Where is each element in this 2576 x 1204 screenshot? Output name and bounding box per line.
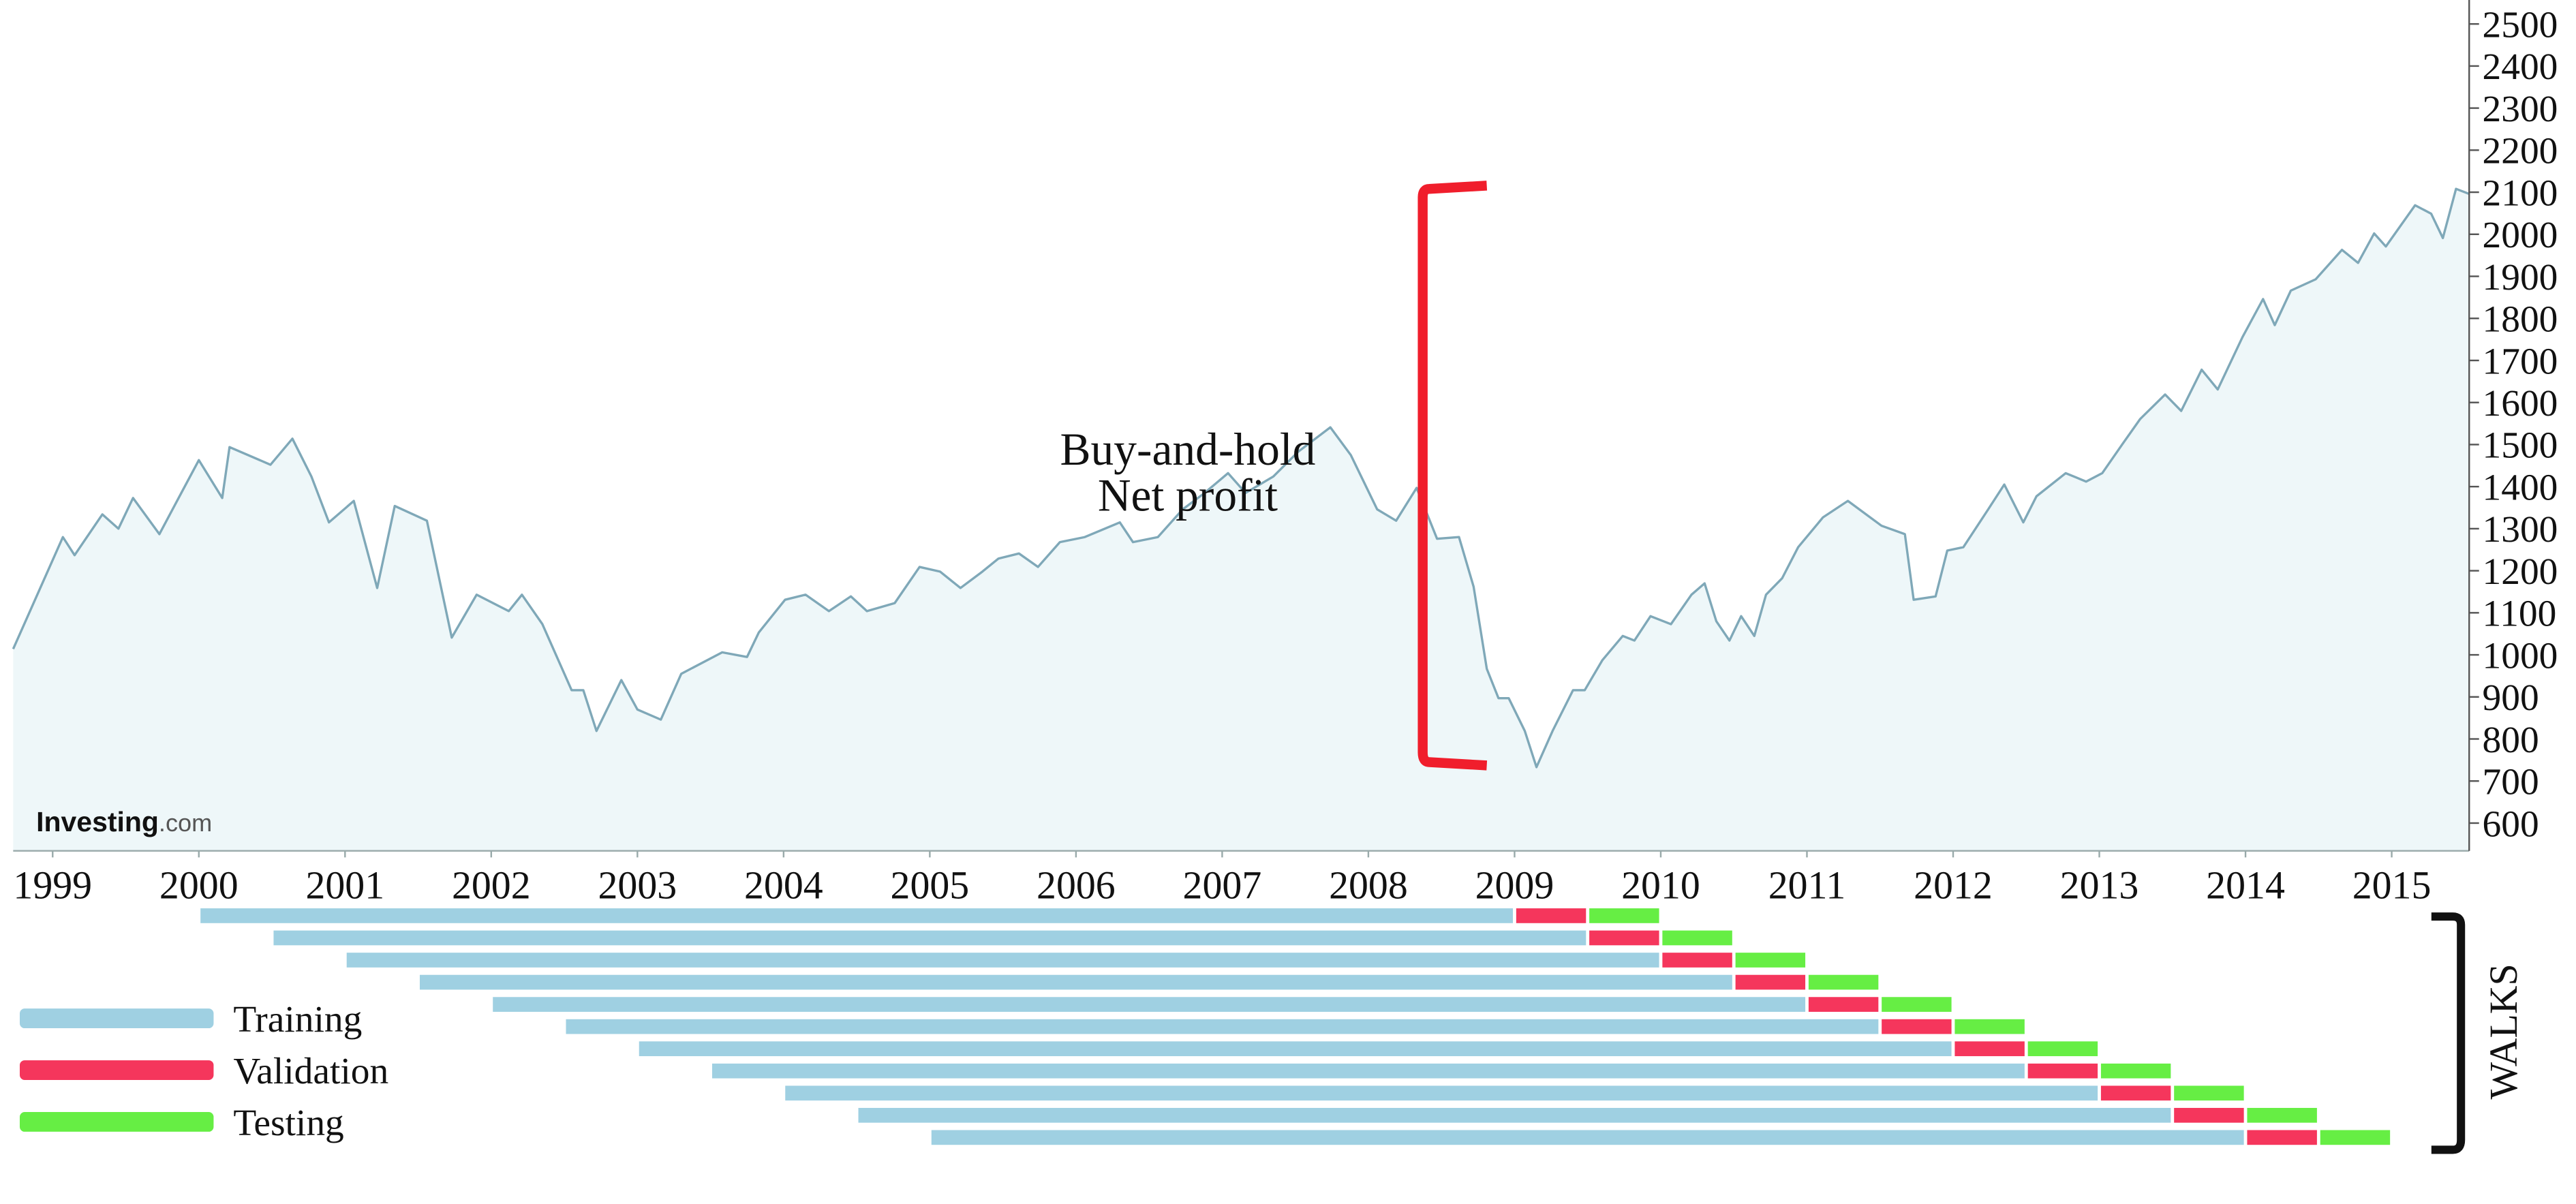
y-tick-label: 900 [2483, 677, 2539, 718]
walk-segment [200, 908, 1514, 923]
y-tick-label: 1300 [2483, 508, 2558, 550]
walk-segment [566, 1019, 1879, 1034]
walk-segment [1808, 997, 1879, 1012]
y-tick-label: 1100 [2483, 593, 2557, 634]
y-tick-label: 700 [2483, 761, 2539, 803]
x-tick-label: 2001 [305, 863, 384, 908]
annotation-line: Net profit [1098, 470, 1278, 521]
y-tick-label: 2000 [2483, 214, 2558, 256]
y-tick-label: 2400 [2483, 46, 2558, 87]
x-tick-label: 2004 [744, 863, 823, 908]
walk-segment [1882, 1019, 1952, 1034]
plot-area [12, 187, 2470, 851]
x-tick-label: 2002 [452, 863, 531, 908]
price-line [12, 187, 2470, 769]
walk-segment [858, 1107, 2171, 1123]
walks-bracket [2431, 912, 2466, 1154]
walk-segment [931, 1130, 2244, 1145]
x-tick-label: 1999 [13, 863, 92, 908]
x-tick-label: 2010 [1621, 863, 1700, 908]
y-tick-label: 1800 [2483, 298, 2558, 340]
legend-label: Validation [233, 1050, 388, 1092]
walk-segment [1808, 974, 1879, 990]
x-tick-label: 2014 [2206, 863, 2285, 908]
walk-segment [639, 1041, 1952, 1057]
walk-segment [1954, 1041, 2025, 1057]
walk-segment [1516, 908, 1586, 923]
walk-segment [1589, 908, 1659, 923]
x-tick-label: 2015 [2352, 863, 2432, 908]
legend-swatch [19, 1112, 214, 1132]
y-tick-label: 2300 [2483, 88, 2558, 129]
x-tick-label: 2007 [1183, 863, 1262, 908]
walk-segment [493, 997, 1806, 1012]
area-fill [13, 189, 2470, 851]
walk-segment [1735, 974, 1806, 990]
watermark: Investing.com [36, 806, 212, 837]
x-tick-label: 2011 [1768, 863, 1846, 908]
legend-swatch [19, 1008, 214, 1029]
legend-label: Testing [233, 1102, 343, 1143]
walk-segment [1589, 930, 1659, 946]
walk-segment [2174, 1107, 2244, 1123]
y-tick-label: 1000 [2483, 634, 2558, 676]
y-tick-label: 1600 [2483, 382, 2558, 424]
walk-segment [2027, 1063, 2098, 1079]
y-tick-label: 800 [2483, 719, 2539, 760]
x-tick-label: 2008 [1329, 863, 1408, 908]
walk-segment [2320, 1130, 2391, 1145]
walk-segment [2100, 1085, 2171, 1101]
y-tick-label: 2100 [2483, 172, 2558, 213]
walk-segment [785, 1085, 2098, 1101]
walk-segment [2100, 1063, 2171, 1079]
walk-segment [712, 1063, 2025, 1079]
walks-label: WALKS [2481, 963, 2526, 1099]
y-tick-label: 1200 [2483, 551, 2558, 592]
walk-segment [1735, 953, 1806, 968]
y-tick-label: 2200 [2483, 130, 2558, 172]
walk-segment [2247, 1130, 2317, 1145]
legend-label: Training [233, 998, 362, 1040]
x-tick-label: 2006 [1037, 863, 1116, 908]
walk-segment [2027, 1041, 2098, 1057]
walk-segment [273, 930, 1586, 946]
x-tick-label: 2012 [1914, 863, 1993, 908]
x-tick-label: 2013 [2060, 863, 2139, 908]
annotation-line: Buy-and-hold [1060, 424, 1316, 475]
walk-segment [1662, 930, 1732, 946]
walk-segment [419, 974, 1732, 990]
y-tick-label: 600 [2483, 803, 2539, 844]
x-tick-label: 2009 [1475, 863, 1554, 908]
walk-segment [1954, 1019, 2025, 1034]
x-tick-label: 2003 [598, 863, 677, 908]
walk-segment [2174, 1085, 2244, 1101]
y-tick-label: 1400 [2483, 466, 2558, 508]
watermark-brand: Investing [36, 806, 159, 837]
walk-segment [1662, 953, 1732, 968]
legend-swatch [19, 1060, 214, 1080]
y-tick-label: 1900 [2483, 256, 2558, 298]
y-tick-label: 1700 [2483, 340, 2558, 382]
x-tick-label: 2000 [159, 863, 239, 908]
y-tick-label: 2500 [2483, 3, 2558, 45]
profit-bracket [1417, 181, 1488, 771]
x-tick-label: 2005 [891, 863, 970, 908]
y-tick-label: 1500 [2483, 425, 2558, 466]
walk-segment [2247, 1107, 2317, 1123]
walk-segment [1882, 997, 1952, 1012]
walk-segment [346, 953, 1659, 968]
watermark-suffix: .com [159, 809, 212, 837]
